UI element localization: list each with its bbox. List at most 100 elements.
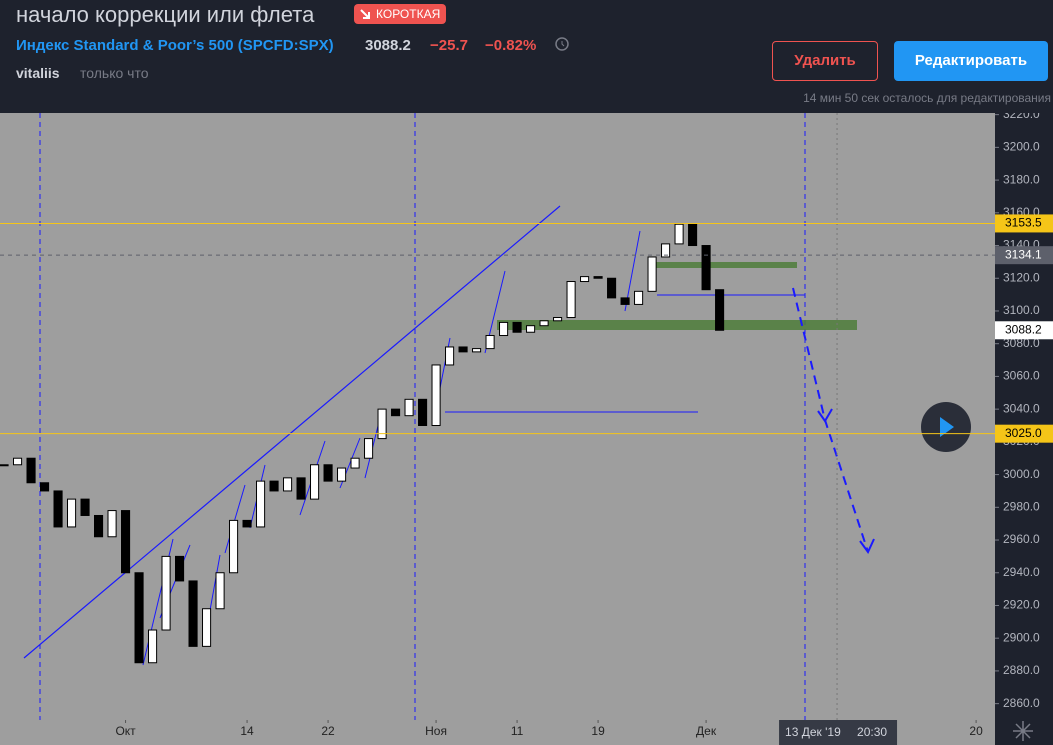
candle bbox=[323, 464, 333, 482]
y-tick-label: 3060.0 bbox=[1003, 369, 1040, 383]
candle bbox=[607, 277, 617, 299]
y-tick-label: 2980.0 bbox=[1003, 499, 1040, 513]
candle bbox=[701, 245, 711, 291]
symbol[interactable]: Индекс Standard & Poor’s 500 (SPCFD:SPX) bbox=[16, 37, 334, 54]
candle bbox=[431, 364, 441, 426]
drawings bbox=[23, 113, 875, 720]
candle bbox=[472, 348, 482, 353]
crosshair-date-box bbox=[779, 720, 898, 745]
candle bbox=[620, 297, 630, 305]
chart: 2860.0 2880.0 2900.0 2920.0 2940.0 2960.0 2980… bbox=[0, 113, 1053, 745]
candle bbox=[485, 335, 495, 350]
x-tick-label: 14 bbox=[240, 724, 254, 738]
price-label: 3025.0 bbox=[1005, 426, 1042, 440]
zone bbox=[497, 320, 857, 330]
price-label-box bbox=[995, 246, 1053, 265]
candle bbox=[634, 290, 644, 305]
trend-line bbox=[23, 205, 561, 659]
y-tick-label: 3180.0 bbox=[1003, 172, 1040, 186]
candle bbox=[121, 510, 131, 574]
y-tick-label: 3120.0 bbox=[1003, 270, 1040, 284]
zone bbox=[650, 262, 797, 268]
candle bbox=[94, 514, 104, 538]
x-tick-label: Дек bbox=[696, 724, 717, 738]
delete-button[interactable]: Удалить bbox=[772, 41, 878, 81]
candle bbox=[364, 438, 374, 459]
candle bbox=[40, 482, 50, 492]
candle bbox=[175, 555, 185, 582]
candle bbox=[566, 281, 576, 319]
candle bbox=[134, 572, 144, 664]
candle bbox=[337, 467, 347, 482]
candle bbox=[593, 276, 603, 279]
candle bbox=[499, 321, 509, 337]
crosshair-date: 13 Дек '19 bbox=[785, 725, 841, 739]
x-tick-label: Окт bbox=[115, 724, 136, 738]
candle bbox=[404, 398, 414, 417]
candles bbox=[0, 113, 838, 720]
x-tick-label: 22 bbox=[321, 724, 335, 738]
publish-time: только что bbox=[80, 65, 149, 81]
short-badge: КОРОТКАЯ bbox=[354, 4, 447, 24]
candle bbox=[539, 320, 549, 327]
play-icon bbox=[940, 417, 954, 437]
y-tick-label: 2860.0 bbox=[1003, 696, 1040, 710]
candle bbox=[13, 457, 23, 466]
candle bbox=[80, 498, 90, 516]
candle bbox=[229, 519, 239, 574]
candle bbox=[26, 457, 36, 484]
candle bbox=[283, 477, 293, 492]
y-tick-label: 3220.0 bbox=[1003, 113, 1040, 121]
candle bbox=[202, 608, 212, 647]
settings-icon[interactable] bbox=[1013, 721, 1033, 741]
arrow-icon bbox=[360, 9, 370, 19]
candle bbox=[445, 346, 455, 366]
header: начало коррекции или флета КОРОТКАЯ Инде… bbox=[0, 0, 1053, 113]
y-tick-label: 3040.0 bbox=[1003, 401, 1040, 415]
candle bbox=[647, 256, 657, 292]
candle bbox=[458, 346, 468, 353]
candle bbox=[256, 480, 266, 528]
candle bbox=[148, 629, 158, 664]
candle bbox=[553, 317, 563, 322]
candle bbox=[688, 223, 698, 247]
author[interactable]: vitaliis bbox=[16, 65, 60, 81]
badge-text: КОРОТКАЯ bbox=[376, 7, 441, 21]
y-tick-label: 3200.0 bbox=[1003, 140, 1040, 154]
y-tick-label: 2880.0 bbox=[1003, 663, 1040, 677]
y-tick-label: 2940.0 bbox=[1003, 565, 1040, 579]
x-tick-label: Ноя bbox=[425, 724, 447, 738]
candle bbox=[526, 325, 536, 333]
candle bbox=[418, 398, 428, 426]
x-tick-label: 19 bbox=[591, 724, 605, 738]
candle bbox=[296, 477, 306, 500]
candle bbox=[53, 490, 63, 528]
plot-area bbox=[0, 113, 995, 720]
x-tick-label: 11 bbox=[511, 724, 524, 738]
y-tick-label: 3080.0 bbox=[1003, 336, 1040, 350]
idea-title: начало коррекции или флета bbox=[16, 2, 315, 27]
y-tick-label: 2960.0 bbox=[1003, 532, 1040, 546]
price-label: 3134.1 bbox=[1005, 247, 1042, 261]
candle bbox=[377, 408, 387, 440]
crosshair-time: 20:30 bbox=[857, 725, 887, 739]
edit-button[interactable]: Редактировать bbox=[894, 41, 1048, 81]
clock-icon bbox=[555, 37, 569, 51]
candle bbox=[512, 321, 522, 333]
price-label-box bbox=[995, 424, 1053, 443]
candle bbox=[67, 498, 77, 528]
price-label: 3088.2 bbox=[1005, 322, 1042, 336]
y-tick-label: 2900.0 bbox=[1003, 630, 1040, 644]
candle bbox=[661, 243, 671, 258]
y-tick-label: 2920.0 bbox=[1003, 598, 1040, 612]
change: −25.7 bbox=[430, 37, 468, 54]
edit-note: 14 мин 50 сек осталось для редактировани… bbox=[803, 91, 1051, 105]
price-label-box bbox=[995, 321, 1053, 340]
price-label: 3153.5 bbox=[1005, 216, 1042, 230]
candle bbox=[391, 408, 401, 417]
candle bbox=[0, 464, 9, 467]
arrow-head bbox=[817, 408, 875, 554]
change-pct: −0.82% bbox=[485, 37, 537, 54]
price: 3088.2 bbox=[365, 37, 411, 54]
